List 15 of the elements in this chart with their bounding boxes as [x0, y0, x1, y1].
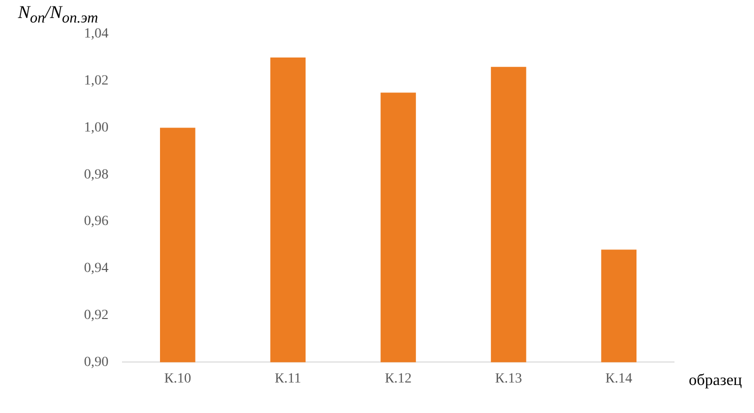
y-tick-label: 0,96 [84, 214, 108, 230]
y-tick-label: 0,98 [84, 167, 108, 182]
y-tick-label: 1,04 [84, 26, 108, 42]
x-tick-label: К.12 [384, 371, 412, 386]
x-tick-label: К.11 [274, 371, 302, 386]
y-tick-label: 1,02 [84, 74, 108, 89]
x-tick-label: К.10 [164, 371, 192, 386]
x-axis-title: образец [688, 372, 742, 390]
y-tick-label: 0,92 [84, 308, 108, 323]
y-tick-label: 0,94 [84, 261, 108, 276]
x-tick-label: К.14 [605, 371, 632, 386]
y-tick-label: 0,90 [84, 354, 108, 370]
y-axis-title: N$_{оп}$/N$_{оп.эт}$ [18, 2, 98, 28]
y-tick-label: 1,00 [84, 120, 108, 136]
x-tick-label: К.13 [495, 371, 522, 386]
